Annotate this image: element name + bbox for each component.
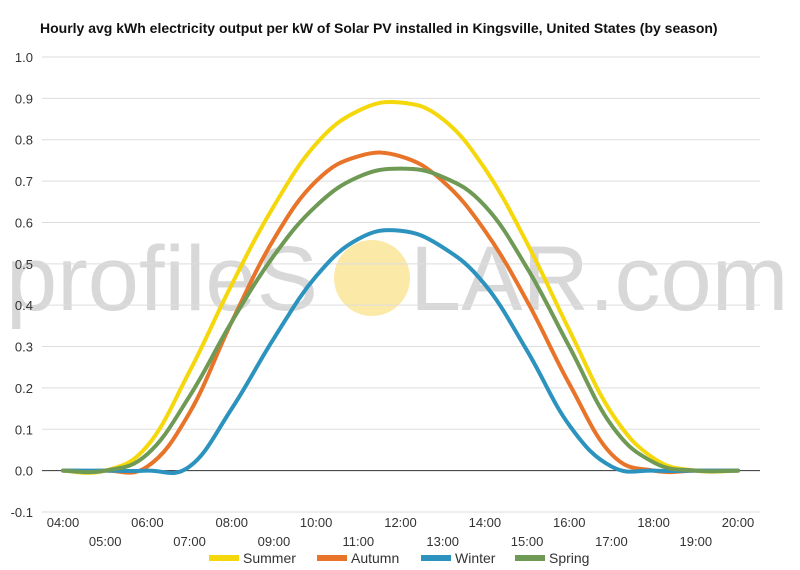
x-axis-ticks: 04:00 05:00 06:00 07:00 08:00 09:00 10:00 11:00… (47, 515, 755, 549)
watermark-text-right: LAR.com (410, 228, 788, 330)
x-tick-label: 05:00 (89, 534, 122, 549)
y-tick-label: -0.1 (11, 505, 33, 520)
chart-title: Hourly avg kWh electricity output per kW… (40, 20, 718, 36)
y-tick-label: 0.6 (15, 215, 33, 230)
x-tick-label: 18:00 (637, 515, 670, 530)
x-tick-label: 20:00 (722, 515, 755, 530)
x-tick-label: 14:00 (469, 515, 502, 530)
y-tick-label: 0.3 (15, 340, 33, 355)
legend-swatch-autumn (317, 555, 347, 561)
y-tick-label: 0.0 (15, 464, 33, 479)
legend-label-spring: Spring (549, 550, 589, 566)
x-tick-label: 10:00 (300, 515, 333, 530)
x-tick-label: 16:00 (553, 515, 586, 530)
x-tick-label: 12:00 (384, 515, 417, 530)
x-tick-label: 13:00 (426, 534, 459, 549)
series-line-summer (61, 99, 740, 475)
x-tick-label: 06:00 (131, 515, 164, 530)
legend-swatch-summer (209, 555, 239, 561)
legend-swatch-spring (515, 555, 545, 561)
legend-label-winter: Winter (455, 550, 496, 566)
y-tick-label: 0.1 (15, 422, 33, 437)
y-tick-label: 0.4 (15, 298, 33, 313)
x-tick-label: 09:00 (258, 534, 291, 549)
watermark-text-left: profileS (6, 228, 318, 330)
y-tick-label: 0.7 (15, 174, 33, 189)
legend-swatch-winter (421, 555, 451, 561)
x-tick-label: 15:00 (511, 534, 544, 549)
y-tick-label: 0.8 (15, 133, 33, 148)
x-tick-label: 11:00 (343, 534, 375, 549)
legend-label-summer: Summer (243, 550, 296, 566)
y-tick-label: 0.9 (15, 91, 33, 106)
series-line-autumn (61, 150, 740, 475)
series-line-spring (61, 166, 740, 475)
series-lines (61, 99, 740, 476)
y-tick-label: 0.5 (15, 257, 33, 272)
x-tick-label: 17:00 (595, 534, 628, 549)
x-tick-label: 08:00 (215, 515, 248, 530)
y-axis-ticks: 1.0 0.9 0.8 0.7 0.6 0.5 0.4 0.3 0.2 0.1 0.0 -0.1 (11, 50, 33, 520)
legend-label-autumn: Autumn (351, 550, 399, 566)
watermark: profileS LAR.com (6, 228, 788, 330)
series-line-winter (61, 228, 740, 476)
y-tick-label: 1.0 (15, 50, 33, 65)
y-tick-label: 0.2 (15, 381, 33, 396)
x-tick-label: 19:00 (680, 534, 713, 549)
x-tick-label: 07:00 (173, 534, 206, 549)
watermark-sun (334, 240, 410, 316)
legend: Summer Autumn Winter Spring (209, 550, 589, 566)
x-tick-label: 04:00 (47, 515, 80, 530)
